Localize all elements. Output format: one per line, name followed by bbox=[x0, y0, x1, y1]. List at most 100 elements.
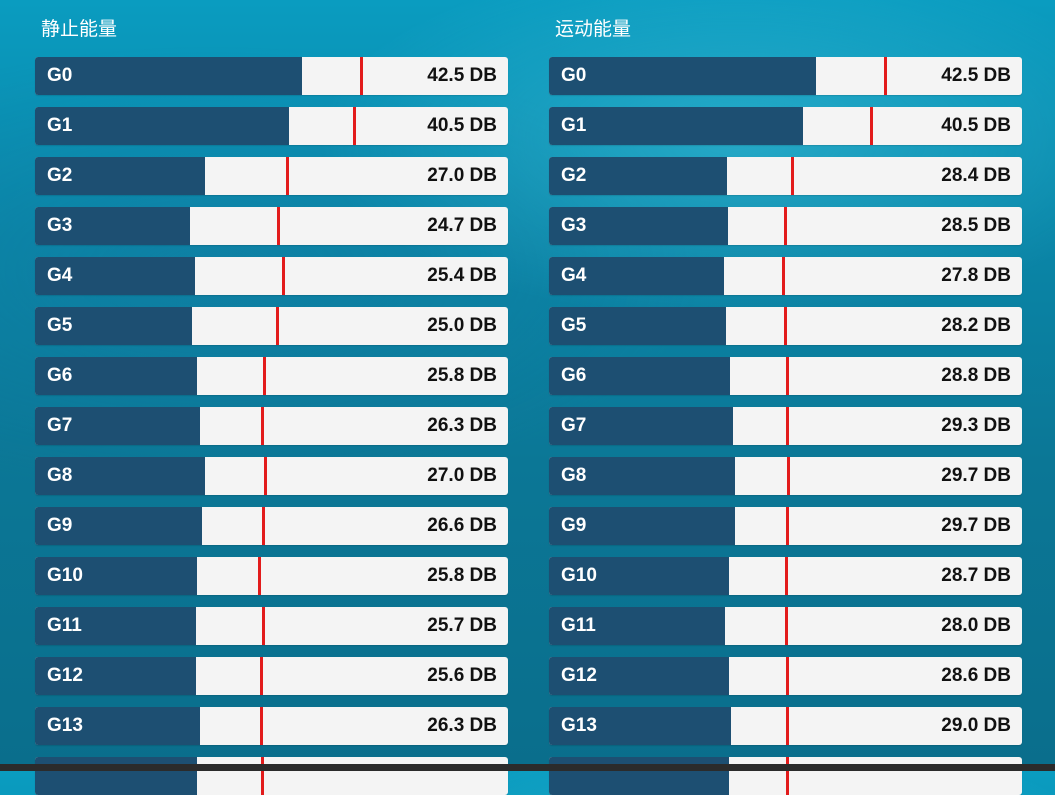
energy-level-fill bbox=[35, 757, 197, 795]
energy-meter-row: G2 28.4 DB bbox=[549, 157, 1022, 195]
channel-label: G0 bbox=[561, 65, 587, 86]
energy-value: 27.0 DB bbox=[427, 165, 497, 186]
peak-marker bbox=[360, 57, 363, 95]
energy-value: 29.7 DB bbox=[941, 465, 1011, 486]
energy-value: 25.6 DB bbox=[427, 665, 497, 686]
energy-level-fill bbox=[35, 207, 190, 245]
energy-value: 26.3 DB bbox=[427, 715, 497, 736]
energy-level-fill bbox=[549, 507, 735, 545]
energy-value: 26.3 DB bbox=[427, 415, 497, 436]
energy-level-fill bbox=[35, 407, 200, 445]
energy-meter-row: G7 29.3 DB bbox=[549, 407, 1022, 445]
peak-marker bbox=[782, 257, 785, 295]
energy-meter-row bbox=[35, 757, 508, 795]
energy-level-fill bbox=[35, 657, 196, 695]
peak-marker bbox=[263, 357, 266, 395]
channel-label: G5 bbox=[47, 315, 73, 336]
channel-label: G13 bbox=[47, 715, 83, 736]
energy-meter-row: G5 25.0 DB bbox=[35, 307, 508, 345]
energy-level-fill bbox=[35, 307, 192, 345]
energy-level-fill bbox=[549, 557, 729, 595]
energy-meter-row: G9 26.6 DB bbox=[35, 507, 508, 545]
bottom-taskbar bbox=[0, 764, 1055, 771]
channel-label: G6 bbox=[47, 365, 73, 386]
channel-label: G4 bbox=[561, 265, 587, 286]
channel-label: G12 bbox=[561, 665, 597, 686]
energy-level-fill bbox=[549, 607, 725, 645]
energy-meter-row: G4 27.8 DB bbox=[549, 257, 1022, 295]
energy-meter-row: G6 28.8 DB bbox=[549, 357, 1022, 395]
energy-meter-row bbox=[549, 757, 1022, 795]
energy-meter-row: G10 25.8 DB bbox=[35, 557, 508, 595]
energy-meter-row: G7 26.3 DB bbox=[35, 407, 508, 445]
energy-value: 25.8 DB bbox=[427, 365, 497, 386]
peak-marker bbox=[261, 407, 264, 445]
energy-meter-row: G1 40.5 DB bbox=[549, 107, 1022, 145]
motion-energy-title: 运动能量 bbox=[555, 18, 632, 40]
energy-level-fill bbox=[35, 107, 289, 145]
energy-level-fill bbox=[35, 557, 197, 595]
energy-value: 29.0 DB bbox=[941, 715, 1011, 736]
peak-marker bbox=[786, 757, 789, 795]
energy-value: 24.7 DB bbox=[427, 215, 497, 236]
peak-marker bbox=[286, 157, 289, 195]
channel-label: G13 bbox=[561, 715, 597, 736]
energy-meter-row: G4 25.4 DB bbox=[35, 257, 508, 295]
peak-marker bbox=[260, 657, 263, 695]
energy-value: 29.7 DB bbox=[941, 515, 1011, 536]
peak-marker bbox=[786, 507, 789, 545]
energy-level-fill bbox=[549, 57, 816, 95]
energy-value: 28.5 DB bbox=[941, 215, 1011, 236]
channel-label: G5 bbox=[561, 315, 587, 336]
energy-value: 27.0 DB bbox=[427, 465, 497, 486]
energy-meter-row: G9 29.7 DB bbox=[549, 507, 1022, 545]
peak-marker bbox=[353, 107, 356, 145]
channel-label: G11 bbox=[561, 615, 596, 636]
channel-label: G10 bbox=[561, 565, 597, 586]
peak-marker bbox=[791, 157, 794, 195]
channel-label: G10 bbox=[47, 565, 83, 586]
energy-value: 28.0 DB bbox=[941, 615, 1011, 636]
energy-level-fill bbox=[549, 357, 730, 395]
peak-marker bbox=[282, 257, 285, 295]
energy-meter-row: G11 28.0 DB bbox=[549, 607, 1022, 645]
energy-value: 28.2 DB bbox=[941, 315, 1011, 336]
static-energy-title: 静止能量 bbox=[41, 18, 118, 40]
channel-label: G2 bbox=[47, 165, 73, 186]
peak-marker bbox=[784, 207, 787, 245]
energy-value: 42.5 DB bbox=[427, 65, 497, 86]
energy-level-fill bbox=[549, 757, 729, 795]
energy-value: 25.8 DB bbox=[427, 565, 497, 586]
energy-meter-row: G0 42.5 DB bbox=[35, 57, 508, 95]
energy-meter-row: G11 25.7 DB bbox=[35, 607, 508, 645]
peak-marker bbox=[787, 457, 790, 495]
peak-marker bbox=[786, 657, 789, 695]
energy-value: 25.0 DB bbox=[427, 315, 497, 336]
energy-level-fill bbox=[35, 607, 196, 645]
energy-level-fill bbox=[35, 707, 200, 745]
peak-marker bbox=[264, 457, 267, 495]
peak-marker bbox=[277, 207, 280, 245]
energy-level-fill bbox=[549, 707, 731, 745]
peak-marker bbox=[870, 107, 873, 145]
energy-level-fill bbox=[35, 257, 195, 295]
peak-marker bbox=[262, 507, 265, 545]
channel-label: G9 bbox=[561, 515, 587, 536]
channel-label: G6 bbox=[561, 365, 587, 386]
energy-meter-row: G2 27.0 DB bbox=[35, 157, 508, 195]
energy-meter-row: G6 25.8 DB bbox=[35, 357, 508, 395]
energy-meter-row: G1 40.5 DB bbox=[35, 107, 508, 145]
energy-level-fill bbox=[549, 657, 729, 695]
peak-marker bbox=[784, 307, 787, 345]
energy-value: 42.5 DB bbox=[941, 65, 1011, 86]
energy-value: 29.3 DB bbox=[941, 415, 1011, 436]
energy-meter-row: G13 29.0 DB bbox=[549, 707, 1022, 745]
energy-value: 26.6 DB bbox=[427, 515, 497, 536]
peak-marker bbox=[260, 707, 263, 745]
energy-meter-row: G3 24.7 DB bbox=[35, 207, 508, 245]
peak-marker bbox=[786, 357, 789, 395]
peak-marker bbox=[785, 557, 788, 595]
peak-marker bbox=[786, 407, 789, 445]
energy-value: 28.6 DB bbox=[941, 665, 1011, 686]
energy-meter-row: G8 27.0 DB bbox=[35, 457, 508, 495]
